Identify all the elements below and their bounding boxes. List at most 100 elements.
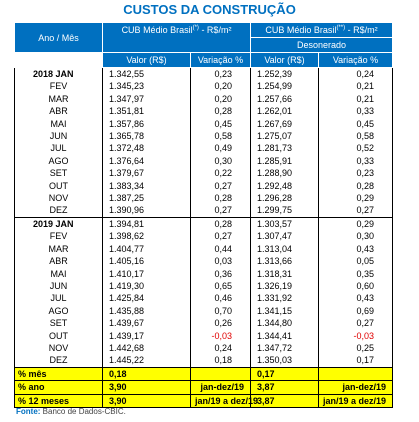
row-label: DEZ — [14, 354, 103, 368]
cell: 1.439,67 — [102, 317, 191, 330]
cell: 1.376,64 — [102, 154, 191, 168]
group-title: CUB Médio Brasil — [265, 25, 337, 35]
row-label: JUL — [14, 292, 103, 305]
row-label: SET — [14, 167, 103, 180]
cell: 1.410,17 — [102, 267, 191, 280]
cell: 0,17 — [317, 354, 394, 368]
cell: 0,05 — [317, 255, 394, 268]
row-label: MAI — [14, 267, 103, 280]
cell: 1.303,57 — [250, 216, 319, 231]
cell: 0,27 — [190, 230, 251, 243]
row-label: DEZ — [14, 204, 103, 218]
row-label: % mês — [14, 366, 103, 382]
cell: 1.318,31 — [250, 267, 319, 280]
table-row: 2018 JAN 1.342,55 0,23 1.252,39 0,24 — [14, 67, 394, 81]
table-row: ABR 1.405,16 0,03 1.313,66 0,05 — [14, 255, 394, 268]
cell: 1.372,48 — [102, 142, 191, 155]
cell: 1.254,99 — [250, 80, 319, 93]
cell: 1.398,62 — [102, 230, 191, 243]
cell: 1.394,81 — [102, 216, 191, 231]
cell — [190, 366, 251, 382]
cell: 0,70 — [190, 304, 251, 318]
table-row: JUN 1.419,30 0,65 1.326,19 0,60 — [14, 279, 394, 293]
cell: jan-dez/19 — [190, 380, 251, 395]
cell: 1.365,78 — [102, 130, 191, 143]
table-row: DEZ 1.445,22 0,18 1.350,03 0,17 — [14, 354, 394, 368]
cell: 1.281,73 — [250, 142, 319, 155]
cell: 1.344,41 — [250, 329, 319, 342]
table-row: NOV 1.442,68 0,24 1.347,72 0,25 — [14, 341, 394, 355]
unit: - R$/m² — [345, 25, 378, 35]
cell: 0,45 — [190, 117, 251, 131]
cell: 1.435,88 — [102, 304, 191, 318]
cell: 1.344,80 — [250, 317, 319, 330]
cell: 0,36 — [190, 267, 251, 280]
row-label: OUT — [14, 179, 103, 193]
footnote-mark: (*) — [192, 25, 199, 31]
table-row: OUT 1.439,17 -0,03 1.344,41 -0,03 — [14, 329, 394, 342]
row-label: SET — [14, 317, 103, 330]
row-label: MAR — [14, 242, 103, 256]
table-row: % ano 3,90 jan-dez/19 3,87 jan-dez/19 — [14, 380, 394, 395]
cell: 1.262,01 — [250, 105, 319, 118]
cell: 0,35 — [317, 267, 394, 280]
cell: 0,20 — [190, 80, 251, 93]
cell: 1.357,86 — [102, 117, 191, 131]
row-label: NOV — [14, 192, 103, 205]
unit: - R$/m² — [198, 25, 232, 35]
table-row: 2019 JAN 1.394,81 0,28 1.303,57 0,29 — [14, 216, 394, 231]
table-row: AGO 1.435,88 0,70 1.341,15 0,69 — [14, 304, 394, 318]
cell: 1.299,75 — [250, 204, 319, 218]
table-row: MAR 1.404,77 0,44 1.313,04 0,43 — [14, 242, 394, 256]
group-title: CUB Médio Brasil — [121, 25, 193, 35]
cell: 0,23 — [317, 167, 394, 180]
group-subtitle: Desonerado — [249, 37, 394, 53]
cell: 1.288,90 — [250, 167, 319, 180]
row-label: FEV — [14, 230, 103, 243]
row-label: JUN — [14, 130, 103, 143]
table-row: JUL 1.372,48 0,49 1.281,73 0,52 — [14, 142, 394, 155]
cell: 0,23 — [190, 67, 251, 81]
table-row: FEV 1.345,23 0,20 1.254,99 0,21 — [14, 80, 394, 93]
cell: 1.439,17 — [102, 329, 191, 342]
cell: 1.419,30 — [102, 279, 191, 293]
column-header: Variação % — [317, 52, 394, 68]
cell: -0,03 — [317, 329, 394, 342]
table-row: MAR 1.347,97 0,20 1.257,66 0,21 — [14, 92, 394, 106]
cell: 1.342,55 — [102, 67, 191, 81]
cell: jan/19 a dez/19 — [317, 393, 394, 408]
cell: 0,27 — [190, 179, 251, 193]
row-label: % 12 meses — [14, 393, 103, 408]
cell: 1.345,23 — [102, 80, 191, 93]
cell: 1.267,69 — [250, 117, 319, 131]
cell: 1.313,04 — [250, 242, 319, 256]
cell: 0,30 — [317, 230, 394, 243]
cell: 0,58 — [317, 130, 394, 143]
table-row: AGO 1.376,64 0,30 1.285,91 0,33 — [14, 154, 394, 168]
cell: 1.275,07 — [250, 130, 319, 143]
cell: 1.285,91 — [250, 154, 319, 168]
cell: 0,28 — [190, 192, 251, 205]
source-text: Banco de Dados-CBIC. — [42, 407, 126, 416]
cell: 0,43 — [317, 292, 394, 305]
cell: 0,03 — [190, 255, 251, 268]
row-label: ABR — [14, 255, 103, 268]
cell: 1.307,47 — [250, 230, 319, 243]
cell: 0,26 — [190, 317, 251, 330]
cell: 0,20 — [190, 92, 251, 106]
cell: 0,44 — [190, 242, 251, 256]
cell: 0,49 — [190, 142, 251, 155]
cell: 0,22 — [190, 167, 251, 180]
source-label: Fonte: — [16, 407, 41, 416]
cell: -0,03 — [190, 329, 251, 342]
group-header: CUB Médio Brasil(**) - R$/m² — [249, 22, 394, 38]
table-row: % mês 0,18 0,17 — [14, 366, 394, 382]
cell: jan-dez/19 — [317, 380, 394, 395]
cell: 1.326,19 — [250, 279, 319, 293]
table-row: DEZ 1.390,96 0,27 1.299,75 0,27 — [14, 204, 394, 218]
cell: 1.383,34 — [102, 179, 191, 193]
cell: 0,65 — [190, 279, 251, 293]
row-label: MAI — [14, 117, 103, 131]
cell: 3,90 — [102, 393, 191, 408]
